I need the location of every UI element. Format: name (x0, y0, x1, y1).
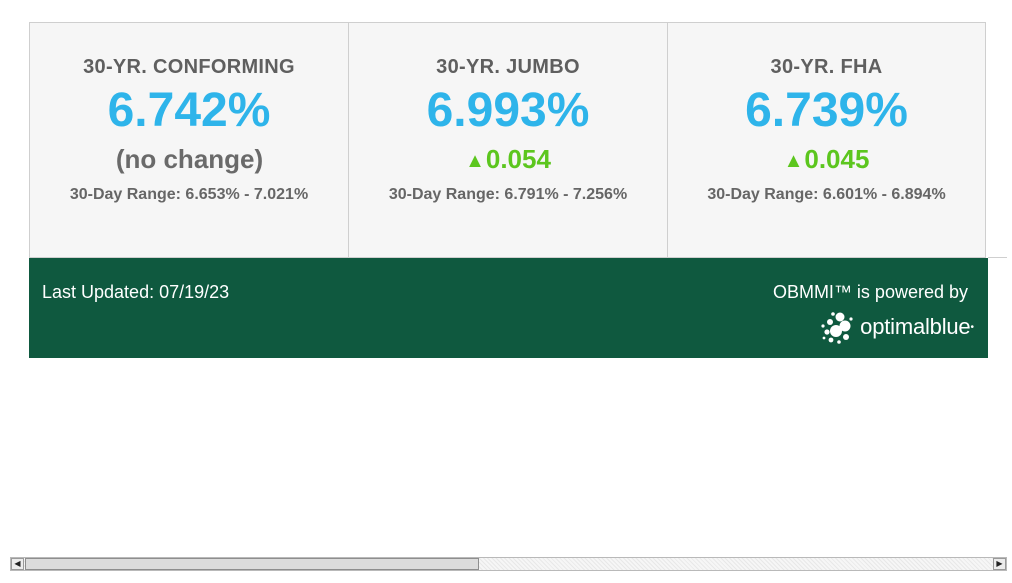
card-rate: 6.742% (107, 84, 271, 137)
scroll-left-arrow-icon[interactable]: ◀ (11, 558, 24, 570)
logo-wordmark: optimalblue (860, 314, 971, 339)
divider (988, 257, 1007, 258)
logo-dot: • (970, 321, 974, 333)
last-updated: Last Updated: 07/19/23 (42, 282, 230, 302)
card-change: ▲0.054 (349, 143, 667, 175)
card-rate: 6.739% (745, 84, 908, 137)
card-range: 30-Day Range: 6.791% - 7.256% (388, 186, 628, 203)
up-arrow-icon: ▲ (465, 150, 485, 172)
scroll-right-arrow-icon[interactable]: ▶ (993, 558, 1006, 570)
card-fha: 30-YR. FHA 6.739% ▲0.045 30-Day Range: 6… (667, 22, 986, 258)
change-value: (no change) (115, 144, 264, 174)
card-range: 30-Day Range: 6.601% - 6.894% (707, 186, 946, 203)
card-title: 30-YR. CONFORMING (83, 56, 295, 78)
rate-cards: 30-YR. CONFORMING 6.742% (no change) 30-… (29, 22, 988, 258)
up-arrow-icon: ▲ (783, 150, 804, 172)
card-conforming: 30-YR. CONFORMING 6.742% (no change) 30-… (29, 22, 348, 258)
card-title: 30-YR. FHA (770, 56, 883, 78)
card-change: ▲0.045 (668, 143, 985, 175)
card-jumbo: 30-YR. JUMBO 6.993% ▲0.054 30-Day Range:… (348, 22, 667, 258)
scrollbar-thumb[interactable] (25, 558, 479, 570)
change-value: 0.054 (485, 144, 551, 174)
card-range: 30-Day Range: 6.653% - 7.021% (69, 186, 309, 203)
change-value: 0.045 (804, 144, 870, 174)
card-rate: 6.993% (426, 84, 590, 137)
powered-by-text: OBMMI™ is powered by (772, 282, 968, 302)
footer-bar: Last Updated: 07/19/23 OBMMI™ is powered… (29, 258, 988, 358)
optimalblue-logo[interactable]: optimalblue • (784, 308, 974, 346)
optimalblue-logo-icon (821, 312, 853, 344)
horizontal-scrollbar[interactable]: ◀ ▶ (10, 557, 1007, 571)
card-title: 30-YR. JUMBO (436, 56, 580, 78)
card-change: (no change) (30, 143, 348, 175)
